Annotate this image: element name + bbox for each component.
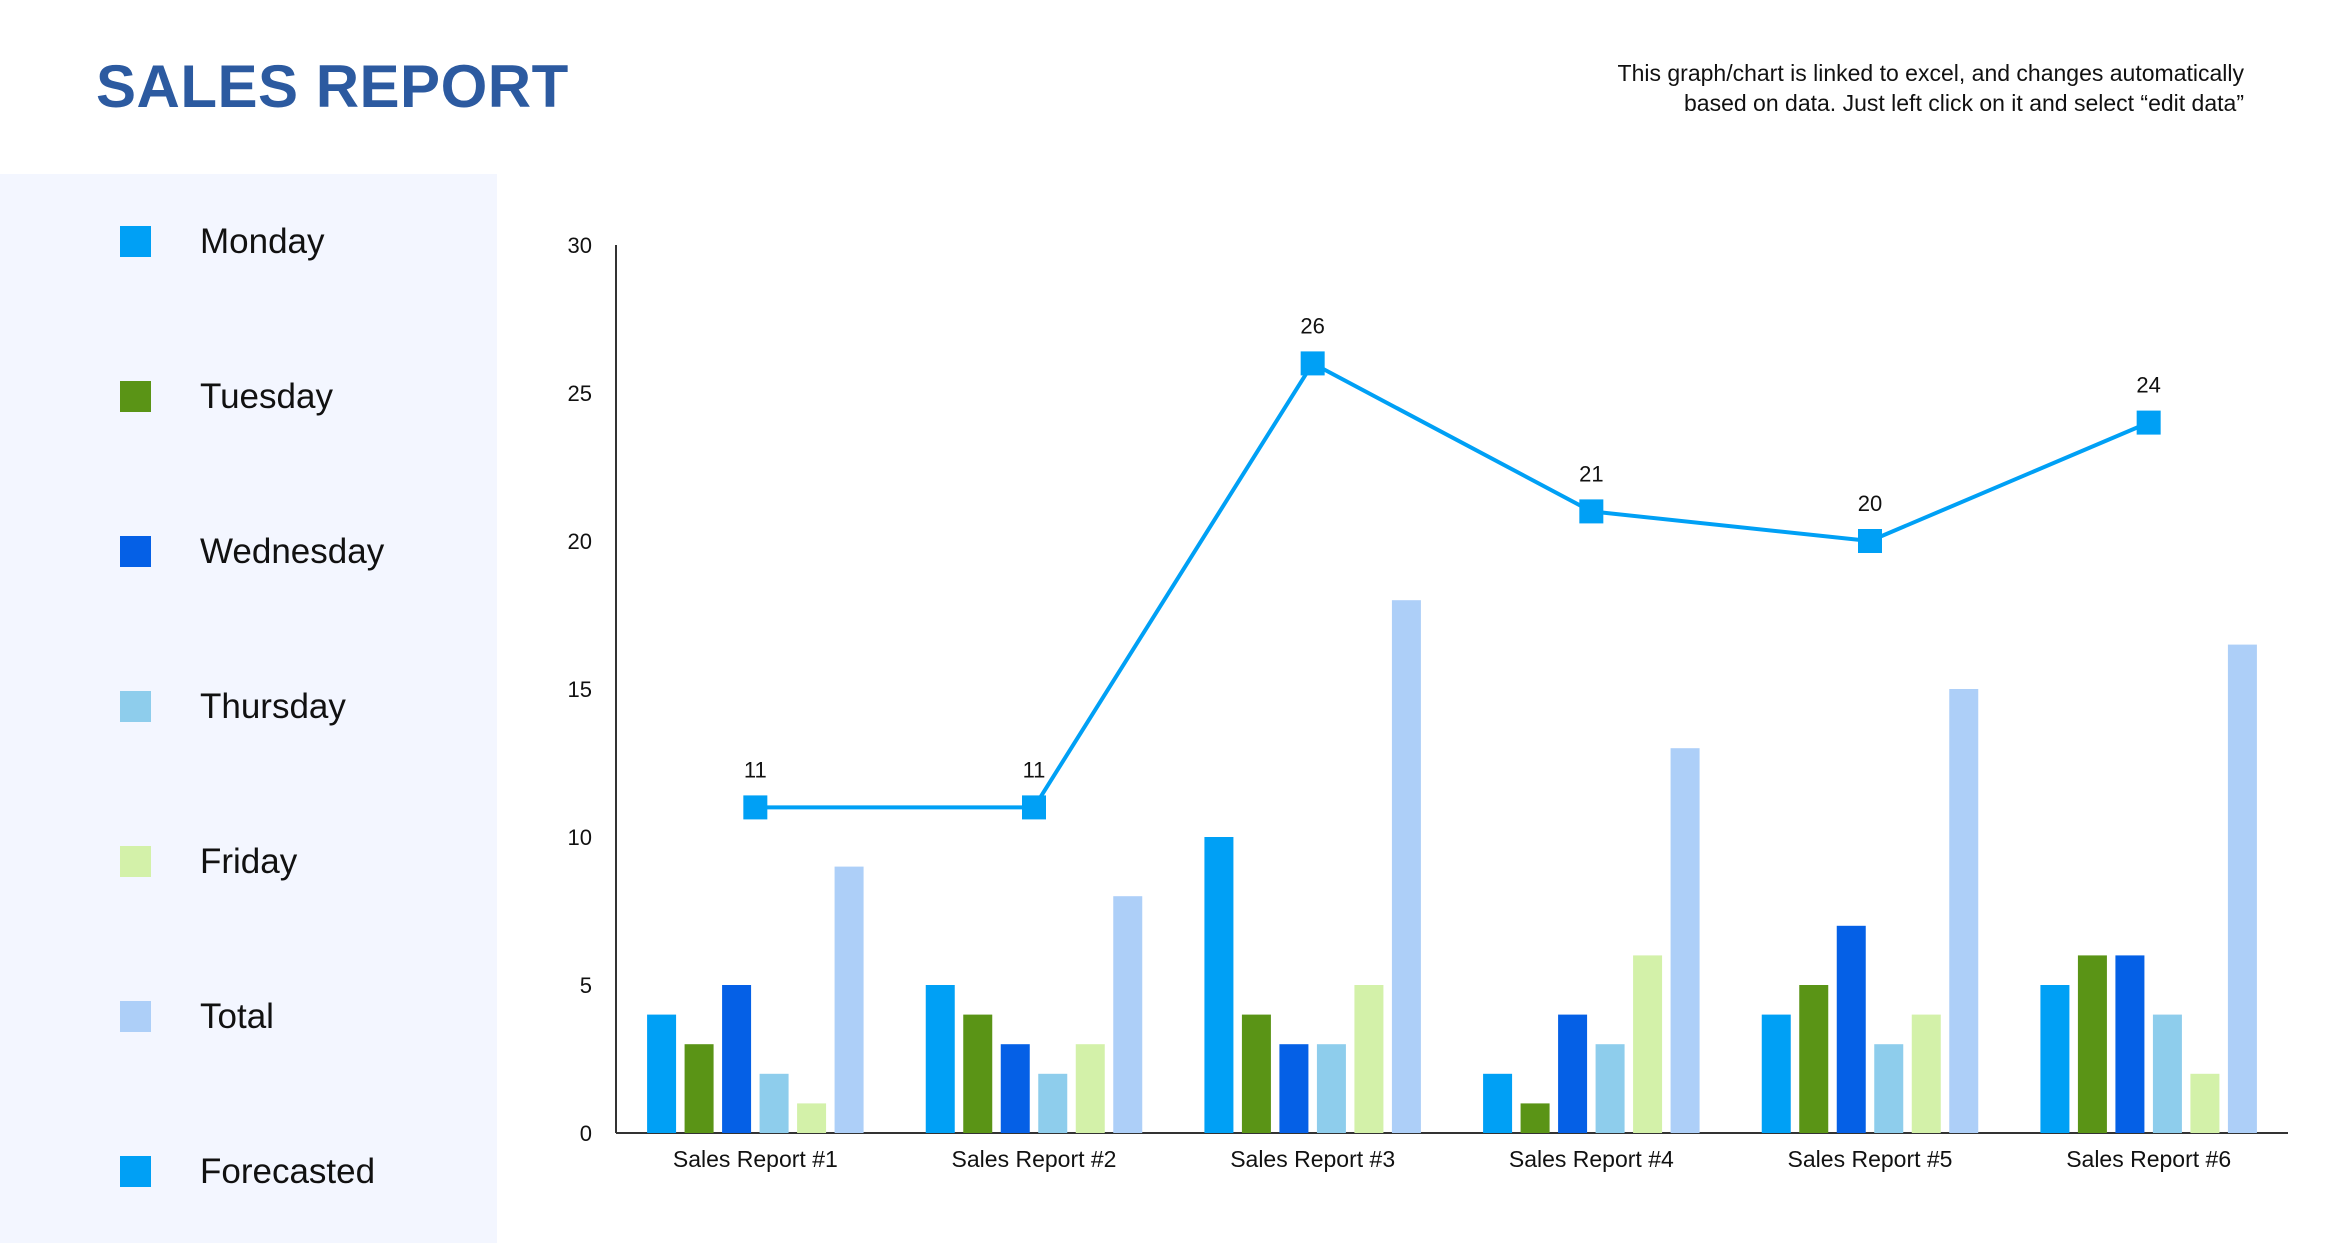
- legend-swatch: [120, 1156, 151, 1187]
- data-label: 21: [1579, 461, 1603, 486]
- bar: [1558, 1014, 1588, 1133]
- legend-swatch: [120, 846, 151, 877]
- legend-panel: Monday Tuesday Wednesday Thursday Friday…: [0, 174, 497, 1243]
- y-tick-label: 15: [568, 677, 592, 702]
- legend-swatch: [120, 1001, 151, 1032]
- x-tick-label: Sales Report #1: [673, 1146, 838, 1172]
- legend-swatch: [120, 536, 151, 567]
- bar: [2040, 985, 2070, 1133]
- bar: [797, 1103, 827, 1133]
- bar: [963, 1014, 993, 1133]
- bar: [759, 1073, 789, 1133]
- bar: [1204, 837, 1234, 1133]
- line-point-marker: [1300, 351, 1325, 376]
- chart-note-line: This graph/chart is linked to excel, and…: [1617, 60, 2244, 86]
- bar: [1038, 1073, 1068, 1133]
- bar: [834, 866, 864, 1133]
- x-tick-label: Sales Report #5: [1788, 1146, 1953, 1172]
- bar: [1520, 1103, 1550, 1133]
- line-point-marker: [1579, 499, 1604, 524]
- legend-label: Friday: [200, 842, 298, 881]
- bar: [684, 1044, 714, 1133]
- y-tick-label: 30: [568, 233, 592, 258]
- bar: [2190, 1073, 2220, 1133]
- bar: [2227, 644, 2257, 1133]
- bar: [1949, 689, 1979, 1133]
- bar: [1836, 925, 1866, 1133]
- sales-chart: 0 5 10 15 20 25 30 Sales Report #1 Sales Report …: [568, 233, 2288, 1172]
- legend-label: Total: [200, 997, 274, 1036]
- y-tick-label: 0: [580, 1121, 592, 1146]
- legend-label: Monday: [200, 222, 325, 261]
- forecast-line: [755, 361, 2150, 810]
- bar: [925, 985, 955, 1133]
- bar: [1241, 1014, 1271, 1133]
- x-tick-label: Sales Report #4: [1509, 1146, 1674, 1172]
- line-point-marker: [1022, 795, 1046, 820]
- bar: [1354, 985, 1384, 1133]
- bar: [1633, 955, 1663, 1133]
- legend-label: Tuesday: [200, 377, 333, 416]
- y-tick-label: 20: [568, 529, 592, 554]
- bar: [1595, 1044, 1625, 1133]
- legend-swatch: [120, 691, 151, 722]
- bar: [1316, 1044, 1346, 1133]
- legend-label: Thursday: [200, 687, 346, 726]
- y-tick-label: 5: [580, 973, 592, 998]
- page-title: SALES REPORT: [96, 53, 569, 120]
- x-tick-label: Sales Report #2: [952, 1146, 1117, 1172]
- bar: [1799, 985, 1829, 1133]
- chart-note-line: based on data. Just left click on it and…: [1684, 90, 2244, 116]
- data-label: 26: [1300, 313, 1324, 338]
- bar: [1911, 1014, 1941, 1133]
- bar: [1279, 1044, 1309, 1133]
- data-label: 24: [2136, 373, 2160, 398]
- legend-swatch: [120, 226, 151, 257]
- bar: [1000, 1044, 1030, 1133]
- bar: [1075, 1044, 1105, 1133]
- legend-label: Forecasted: [200, 1152, 376, 1191]
- line-point-marker: [1858, 529, 1882, 553]
- legend-swatch: [120, 381, 151, 412]
- bar: [2077, 955, 2107, 1133]
- y-tick-label: 25: [568, 381, 592, 406]
- y-tick-label: 10: [568, 825, 592, 850]
- data-label: 11: [744, 757, 767, 782]
- bar: [1113, 896, 1143, 1133]
- bar: [2115, 955, 2145, 1133]
- data-label: 20: [1858, 491, 1882, 516]
- bar: [1761, 1014, 1791, 1133]
- x-tick-label: Sales Report #3: [1230, 1146, 1395, 1172]
- bar: [647, 1014, 677, 1133]
- line-point-marker: [2136, 410, 2161, 435]
- bar: [1391, 600, 1421, 1133]
- bar: [1874, 1044, 1904, 1133]
- bar: [722, 985, 752, 1133]
- bar: [1483, 1073, 1513, 1133]
- line-point-marker: [743, 795, 768, 820]
- bar: [2152, 1014, 2182, 1133]
- legend-label: Wednesday: [200, 532, 385, 571]
- data-label: 11: [1023, 757, 1046, 782]
- chart-note: This graph/chart is linked to excel, and…: [1344, 58, 2244, 118]
- x-tick-label: Sales Report #6: [2066, 1146, 2231, 1172]
- bar: [1670, 748, 1700, 1133]
